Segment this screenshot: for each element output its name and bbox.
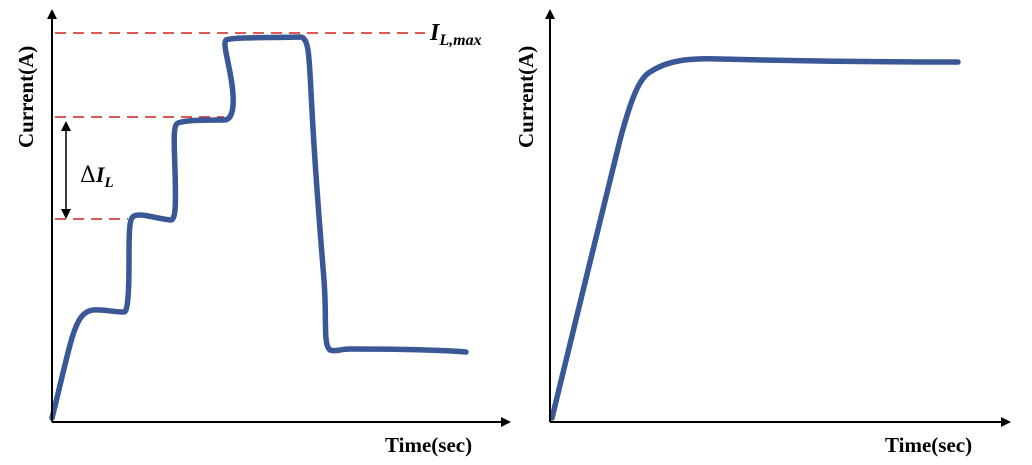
left-x-axis-label: Time(sec) bbox=[385, 433, 472, 457]
delta-current-symbol: I bbox=[95, 162, 106, 187]
left-panel: Current(A) Time(sec) IL,max ΔIL bbox=[14, 9, 511, 457]
right-panel: Current(A) Time(sec) bbox=[514, 9, 1011, 457]
right-y-axis-label: Current(A) bbox=[514, 46, 538, 148]
stepped-current-curve bbox=[49, 34, 469, 421]
max-current-subscript: L,max bbox=[438, 32, 481, 49]
delta-current-label: ΔIL bbox=[80, 162, 114, 191]
max-current-label: IL,max bbox=[429, 20, 482, 49]
max-current-symbol: I bbox=[429, 20, 441, 46]
smooth-current-curve bbox=[549, 56, 961, 421]
left-y-axis-label: Current(A) bbox=[14, 46, 38, 148]
delta-current-subscript: L bbox=[103, 175, 113, 191]
right-x-axis-label: Time(sec) bbox=[885, 433, 972, 457]
delta-symbol: Δ bbox=[80, 163, 96, 188]
